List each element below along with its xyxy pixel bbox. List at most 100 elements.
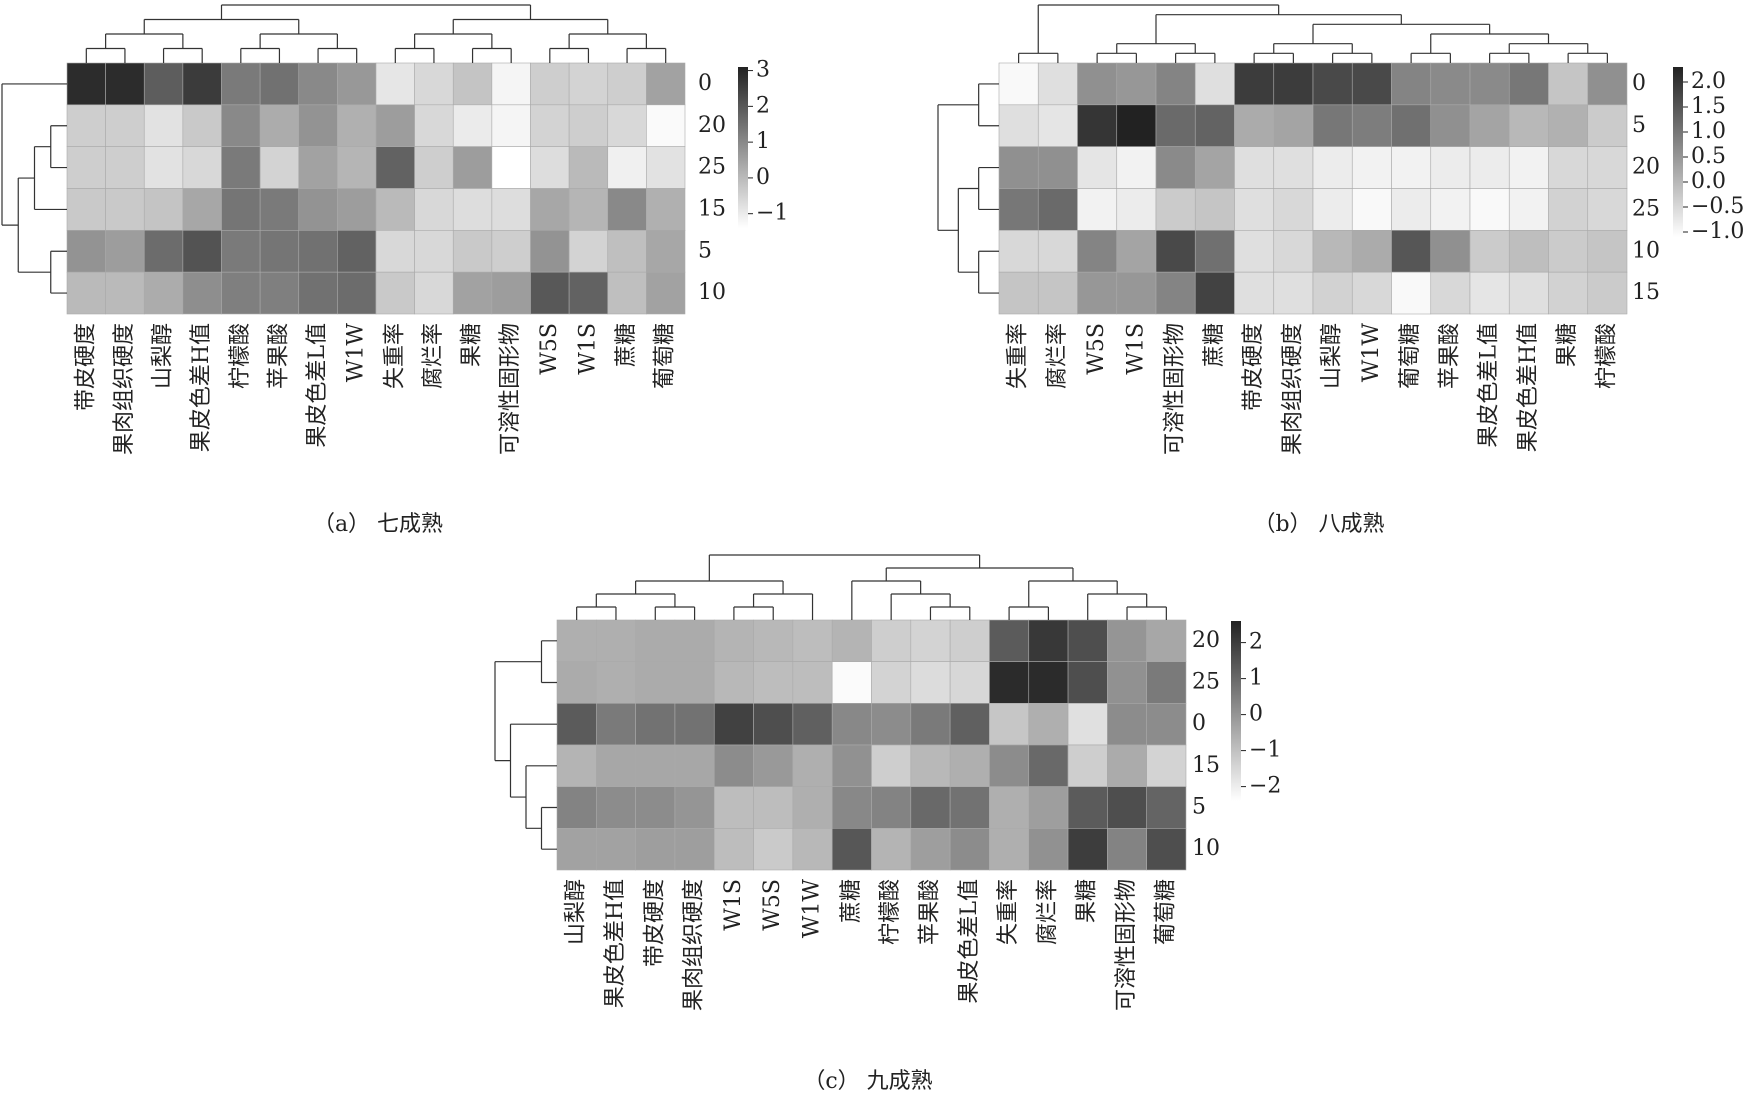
heatmap-cell <box>556 661 597 704</box>
column-label: 苹果酸 <box>1437 323 1462 389</box>
heatmap-cell <box>298 230 338 273</box>
heatmap-cell <box>221 62 261 106</box>
column-label: 可溶性固形物 <box>1114 879 1139 1011</box>
heatmap-cell <box>182 146 222 189</box>
dendrogram <box>540 640 557 684</box>
column-label: 苹果酸 <box>917 879 942 945</box>
dendrogram <box>1008 606 1050 620</box>
heatmap-cell <box>491 230 531 273</box>
dendrogram <box>1508 43 1589 54</box>
dendrogram <box>978 83 999 127</box>
heatmap-cell <box>298 271 338 315</box>
heatmap-cell <box>221 230 261 273</box>
row-label: 5 <box>1632 113 1646 138</box>
heatmap-cell <box>713 703 754 746</box>
heatmap-cell <box>182 104 222 147</box>
heatmap-cell <box>646 230 686 273</box>
heatmap-cell <box>556 619 597 662</box>
heatmap-cell <box>221 146 261 189</box>
heatmap-cell <box>1077 271 1118 315</box>
dendrogram <box>595 593 676 607</box>
column-label: 果糖 <box>1075 879 1100 923</box>
heatmap-cell <box>530 104 570 147</box>
heatmap-cell <box>1116 146 1157 189</box>
heatmap-cell <box>1391 62 1432 106</box>
heatmap-cell <box>949 744 990 787</box>
dendrogram <box>162 47 203 63</box>
heatmap-cell <box>674 744 715 787</box>
column-label: 失重率 <box>1006 323 1031 389</box>
heatmap-cell <box>66 62 106 106</box>
heatmap-cell <box>1116 62 1157 106</box>
heatmap-cell <box>1107 619 1147 662</box>
heatmap-cell <box>491 271 531 315</box>
heatmap-cell <box>635 703 676 746</box>
dendrogram <box>317 47 358 63</box>
heatmap-cell <box>259 104 300 147</box>
colorbar-tick-label: 0 <box>756 165 770 190</box>
heatmap-cell <box>1273 188 1314 231</box>
heatmap-cell <box>1273 62 1314 106</box>
heatmap-cell <box>143 146 184 189</box>
heatmap-cell <box>792 786 833 829</box>
heatmap-cell <box>337 271 377 315</box>
heatmap-cell <box>375 188 415 231</box>
heatmap-cell <box>635 744 676 787</box>
colorbar-tick-label: 1 <box>756 129 770 154</box>
heatmap-cell <box>646 271 686 315</box>
heatmap-cell <box>792 744 833 787</box>
heatmap-cell <box>949 703 990 746</box>
column-label: 失重率 <box>382 323 407 389</box>
column-label: 果肉组织硬度 <box>682 879 707 1011</box>
heatmap-cell <box>221 104 261 147</box>
heatmap-cell <box>105 271 145 315</box>
heatmap-cell <box>1155 230 1196 273</box>
column-label: 可溶性固形物 <box>1163 323 1188 455</box>
heatmap-cell <box>989 619 1030 662</box>
row-label: 5 <box>1192 795 1206 820</box>
row-label: 20 <box>698 113 726 138</box>
heatmap-cell <box>1430 188 1471 231</box>
column-label: 失重率 <box>996 879 1021 945</box>
heatmap-cell <box>491 146 531 189</box>
column-label: 山梨醇 <box>151 323 176 389</box>
heatmap-cell <box>105 146 145 189</box>
heatmap-cell <box>1146 786 1187 829</box>
heatmap-cell <box>259 188 300 231</box>
heatmap-cell <box>1351 230 1392 273</box>
heatmap-cell <box>298 188 338 231</box>
column-label: 果皮色差L值 <box>305 323 330 448</box>
heatmap-cell <box>1548 104 1589 147</box>
heatmap-cell <box>1037 230 1078 273</box>
heatmap-cell <box>1273 104 1314 147</box>
colorbar-tick-label: 2 <box>1249 630 1263 655</box>
heatmap-cell <box>998 146 1039 189</box>
dendrogram <box>1037 4 1280 54</box>
heatmap-cell <box>753 828 794 871</box>
colorbar-tick-label: 0.0 <box>1691 169 1726 194</box>
dendrogram <box>733 606 774 620</box>
heatmap-cell <box>792 703 833 746</box>
heatmap-cell <box>949 661 990 704</box>
heatmap-cell <box>1116 104 1157 147</box>
heatmap-cell <box>596 744 636 787</box>
heatmap-cell <box>556 786 597 829</box>
dendrogram <box>885 567 1074 581</box>
heatmap-cell <box>596 703 636 746</box>
dendrogram <box>1273 43 1353 54</box>
dendrogram <box>471 47 512 63</box>
heatmap-cell <box>1077 62 1118 106</box>
heatmap-cell <box>1037 146 1078 189</box>
heatmap-cell <box>568 188 609 231</box>
heatmap-cell <box>646 104 686 147</box>
heatmap-cell <box>674 703 715 746</box>
heatmap-cell <box>452 230 493 273</box>
heatmap-cell <box>753 786 794 829</box>
heatmap-cell <box>1037 104 1078 147</box>
heatmap-cell <box>1028 619 1069 662</box>
heatmap-cell <box>298 62 338 106</box>
row-label: 15 <box>1192 753 1220 778</box>
heatmap-cell <box>259 271 300 315</box>
heatmap-cell <box>998 104 1039 147</box>
heatmap-cell <box>568 230 609 273</box>
